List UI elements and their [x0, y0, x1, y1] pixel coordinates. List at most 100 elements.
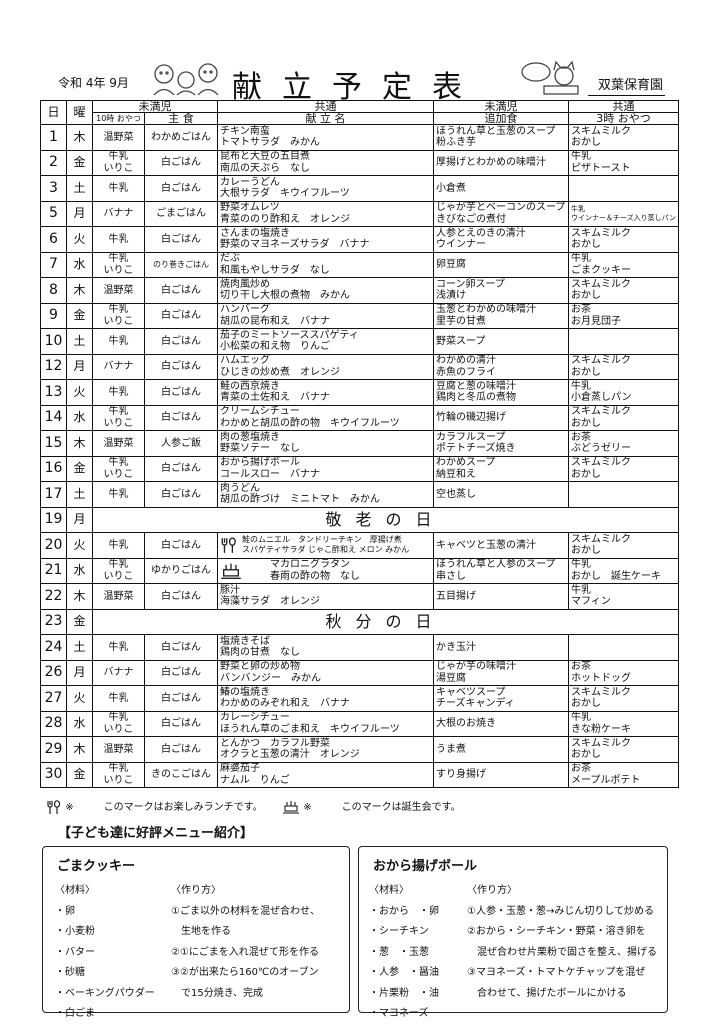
snack10-line: 牛乳: [108, 304, 129, 316]
col-snack10: 10時 おやつ: [92, 112, 145, 125]
snack3-line: お茶: [571, 661, 591, 673]
menu-line: バンバンジー みかん: [220, 672, 321, 684]
snack10-cell: 牛乳 いりこ: [92, 455, 145, 482]
day-cell: 2: [40, 149, 67, 176]
menu-cell: だぶ 和風もやしサラダ なし: [217, 251, 434, 278]
step-item: ②①にごまを入れ混ぜて形を作る: [171, 946, 320, 958]
menu-cell: とんかつ カラフル野菜 オクラと玉葱の清汁 オレンジ: [217, 736, 434, 763]
menu-cell: おから揚げボール コールスロー バナナ: [217, 455, 434, 482]
dow-cell: 月: [66, 200, 93, 227]
menu-lines: 鮭のムニエル タンドリーチキン 厚揚げ煮 スパゲティサラダ じゃこ酢和え メロン …: [242, 535, 409, 555]
ingredient-item: ・白ごま: [55, 1008, 95, 1019]
staple-cell: ごまごはん: [144, 200, 218, 227]
table-row: 15 木温野菜 人参ご飯 肉の葱塩焼き 野菜ソテー なし カラフルスープ ポテトチーズ焼きお…: [40, 430, 679, 457]
extra-line: わかめの清汁: [436, 355, 496, 367]
extra-line: 浅漬け: [436, 290, 466, 302]
dow-cell: 土: [66, 175, 93, 202]
menu-line: 豚汁: [220, 584, 240, 596]
snack3-line: おかし 誕生ケーキ: [571, 570, 661, 582]
menu-line: 鶏肉の甘煮 なし: [220, 647, 300, 659]
ingredient-item: ・マヨネーズ: [369, 1008, 429, 1019]
snack10-line: 牛乳: [108, 253, 129, 265]
snack3-cell: スキムミルク おかし: [568, 124, 679, 151]
snack3-cell: 牛乳 きな粉ケーキ: [568, 710, 679, 737]
menu-line: 青菜ののり酢和え オレンジ: [220, 213, 350, 225]
staple-cell: 人参ご飯: [144, 430, 218, 457]
day-cell: 21: [40, 557, 67, 584]
snack10-cell: 牛乳: [92, 532, 145, 559]
snack3-line: 牛乳: [571, 559, 591, 571]
snack10-cell: 牛乳: [92, 226, 145, 253]
snack10-cell: 牛乳 いりこ: [92, 251, 145, 278]
snack10-cell: 牛乳 いりこ: [92, 557, 145, 584]
snack3-line: お茶: [571, 431, 591, 443]
day-cell: 12: [40, 353, 67, 380]
snack10-line: 温野菜: [103, 590, 134, 602]
ingredients-label: 〈材料〉: [369, 885, 409, 896]
snack10-cell: 温野菜: [92, 736, 145, 763]
extra-cell: うま煮: [433, 736, 569, 763]
dow-cell: 月: [66, 506, 93, 533]
menu-line: カレーシチュー: [220, 712, 290, 724]
snack3-line: スキムミルク: [571, 125, 631, 137]
note-lunch-text: ※ このマークはお楽しみランチです。: [65, 802, 263, 813]
menu-line: ひじきの炒め煮 オレンジ: [220, 366, 340, 378]
ingredient-item: ・人参 ・醤油: [369, 967, 439, 978]
snack3-cell: お茶 お月見団子: [568, 302, 679, 329]
menu-line: 鮭のムニエル タンドリーチキン 厚揚げ煮: [242, 535, 402, 545]
staple-cell: ゆかりごはん: [144, 557, 218, 584]
extra-line: 大根のお焼き: [436, 718, 496, 729]
step-item: 混ぜ合わせ片栗粉で固さを整え、揚げる: [467, 946, 657, 958]
menu-cell: 豚汁 海藻サラダ オレンジ: [217, 583, 434, 610]
staple-cell: 白ごはん: [144, 659, 218, 686]
menu-cell: ハムエッグ ひじきの炒め煮 オレンジ: [217, 353, 434, 380]
extra-line: ポテトチーズ焼き: [436, 443, 516, 455]
staple-cell: 白ごはん: [144, 328, 218, 355]
menu-lines: マカロニグラタン 春雨の酢の物 なし: [270, 559, 360, 582]
day-cell: 19: [40, 506, 67, 533]
snack10-line: 牛乳: [108, 457, 129, 469]
extra-line: すり身揚げ: [436, 769, 486, 780]
dow-cell: 土: [66, 634, 93, 661]
step-item: 合わせて、揚げたボールにかける: [467, 987, 627, 999]
dow-cell: 金: [66, 608, 93, 635]
dow-cell: 火: [66, 685, 93, 712]
ingredients-label: 〈材料〉: [55, 885, 95, 896]
ingredient-item: ・バター: [55, 946, 95, 958]
snack3-line: スキムミルク: [571, 737, 631, 749]
extra-line: チーズキャンディ: [436, 698, 515, 710]
day-cell: 17: [40, 481, 67, 508]
menu-line: クリームシチュー: [220, 406, 300, 418]
day-cell: 7: [40, 251, 67, 278]
table-row: 1 木温野菜 わかめごはん チキン南蛮 トマトサラダ みかん ほうれん草と玉葱のスープ 粉ふ…: [40, 124, 679, 151]
extra-line: わかめスープ: [436, 457, 496, 469]
extra-line: 粉ふき芋: [436, 137, 476, 149]
menu-cell: 鰆の塩焼き わかめのみぞれ和え バナナ: [217, 685, 434, 712]
day-cell: 23: [40, 608, 67, 635]
dow-cell: 木: [66, 430, 93, 457]
snack3-line: スキムミルク: [571, 278, 631, 290]
staple-cell: 白ごはん: [144, 710, 218, 737]
day-cell: 6: [40, 226, 67, 253]
snack3-line: マフィン: [571, 596, 611, 608]
snack10-line: いりこ: [103, 468, 134, 480]
dow-cell: 土: [66, 328, 93, 355]
table-row: 23 金秋分の日: [40, 608, 679, 635]
menu-line: 胡瓜の昆布和え バナナ: [220, 315, 330, 327]
snack3-cell: お茶 ホットドッグ: [568, 659, 679, 686]
snack3-line: 牛乳: [571, 204, 585, 213]
snack10-line: 牛乳: [108, 692, 129, 704]
step-item: ①人参・玉葱・葱→みじん切りして炒める: [467, 905, 655, 917]
extra-line: ウインナー: [436, 239, 486, 251]
group-kyotsu2: 共通: [568, 100, 679, 113]
note-birthday-text: ※ このマークは誕生会です。: [303, 802, 461, 813]
table-row: 21 水牛乳 いりこ ゆかりごはん マカロニグラタン 春雨の酢の物 なし ほうれん草と人参の…: [40, 557, 679, 584]
extra-cell: じゃが芋とベーコンのスープ きびなごの煮付: [433, 200, 569, 227]
staple-cell: 白ごはん: [144, 404, 218, 431]
day-cell: 10: [40, 328, 67, 355]
snack3-line: スキムミルク: [571, 355, 631, 367]
menu-cell: 鮭のムニエル タンドリーチキン 厚揚げ煮 スパゲティサラダ じゃこ酢和え メロン …: [217, 532, 434, 559]
extra-cell: カラフルスープ ポテトチーズ焼き: [433, 430, 569, 457]
extra-cell: 卵豆腐: [433, 251, 569, 278]
menu-line: 南瓜の天ぷら なし: [220, 162, 310, 174]
